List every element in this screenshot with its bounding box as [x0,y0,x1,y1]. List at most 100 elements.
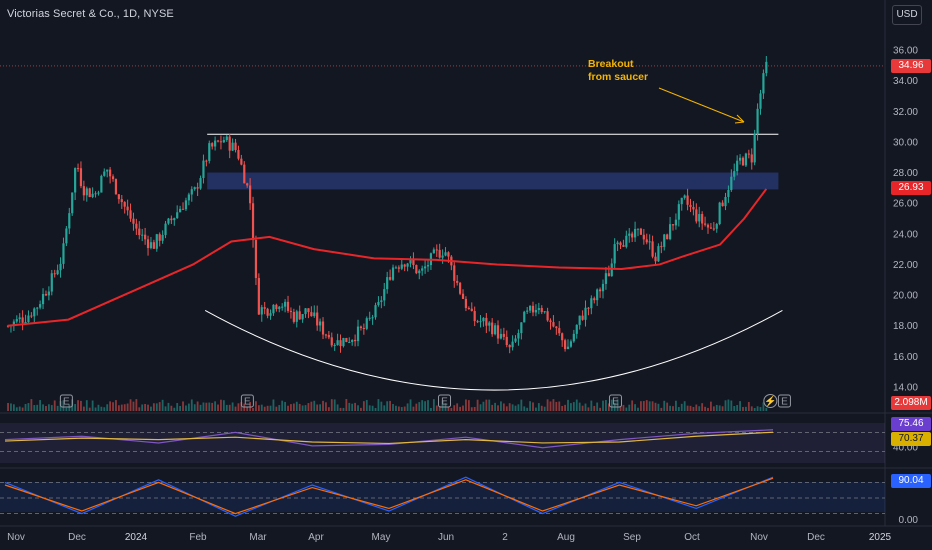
candle-body [222,140,225,143]
volume-bar [756,406,759,411]
volume-bar [581,405,584,411]
candle-body [123,202,126,207]
volume-bar [225,404,228,411]
candle-body [313,312,316,317]
volume-bar [500,401,502,411]
volume-bar [362,401,365,411]
candle-body [30,315,33,317]
candle-body [706,224,710,228]
candle-body [514,338,517,342]
candle-body [76,168,80,170]
volume-bar [485,399,488,411]
volume-bar [97,404,100,411]
candle-body [310,312,313,317]
volume-bar [217,404,219,411]
volume-bar [502,403,505,411]
candle-body [736,160,739,172]
volume-bar [21,407,24,411]
volume-bar [281,400,284,411]
volume-bar [50,405,53,411]
volume-bar [607,403,610,411]
candle-body [298,311,301,320]
candle-body [537,308,540,311]
candle-body [111,176,115,180]
candle-body [435,249,438,251]
volume-bar [365,399,368,411]
volume-bar [354,402,357,411]
earnings-marker-label: E [63,397,70,408]
volume-bar [205,402,208,411]
candle-body [319,321,322,326]
earnings-marker-label: E [244,397,251,408]
volume-bar [85,400,88,411]
zone-rectangle [207,172,779,190]
volume-bar [263,406,266,411]
volume-bar [497,405,499,411]
volume-bar [710,401,712,411]
volume-bar [380,401,383,411]
candle-body [409,259,412,264]
candle-body [103,171,106,176]
candle-body [581,315,584,320]
volume-bar [590,400,593,411]
candle-body [295,311,298,322]
annotation-arrow [658,87,745,123]
volume-bar [77,400,79,411]
volume-bar [456,403,459,411]
volume-bar [211,402,214,411]
volume-bar [631,400,634,411]
x-tick-label: Nov [7,532,25,543]
candle-body [386,277,389,290]
candle-body [356,326,360,342]
candle-body [149,242,153,249]
candle-body [424,266,427,269]
candle-body [97,192,100,194]
volume-bar [424,401,427,411]
volume-bar [138,407,141,411]
candle-body [584,307,587,320]
volume-bar [476,399,479,411]
volume-bar [762,402,765,411]
candle-body [362,328,365,330]
y-tick-label: 20.00 [893,291,918,302]
volume-bar [173,407,176,411]
earnings-marker-label: E [612,397,619,408]
volume-bar [552,399,555,411]
candle-body [243,164,246,184]
volume-bar [319,404,322,411]
volume-bar [494,402,496,411]
volume-bar [249,401,252,411]
candle-body [680,197,683,205]
volume-bar [129,399,132,411]
volume-bar [415,403,418,411]
candle-body [543,311,546,313]
volume-bar [526,407,529,411]
volume-bar [637,407,639,411]
x-tick-label: Mar [249,532,267,543]
candle-body [508,345,511,348]
volume-bar [712,406,715,411]
candle-body [604,273,608,284]
currency-button[interactable]: USD [892,5,922,25]
candle-body [724,196,727,207]
volume-bar [345,399,348,411]
volume-bar [187,403,190,411]
volume-bar [727,399,730,411]
candle-body [689,204,692,207]
candle-body [648,241,651,243]
candle-body [668,224,672,240]
volume-bar [257,405,260,411]
rsi-band [0,423,885,463]
volume-bar [453,405,456,411]
volume-bar [648,401,651,411]
moving-average-line [7,188,768,327]
volume-bar [132,401,135,411]
volume-bar [336,404,339,411]
candle-body [219,141,223,143]
candle-body [263,307,266,309]
candle-body [354,339,357,342]
volume-bar [42,404,44,411]
volume-bar [514,405,517,411]
volume-bar [698,406,701,411]
